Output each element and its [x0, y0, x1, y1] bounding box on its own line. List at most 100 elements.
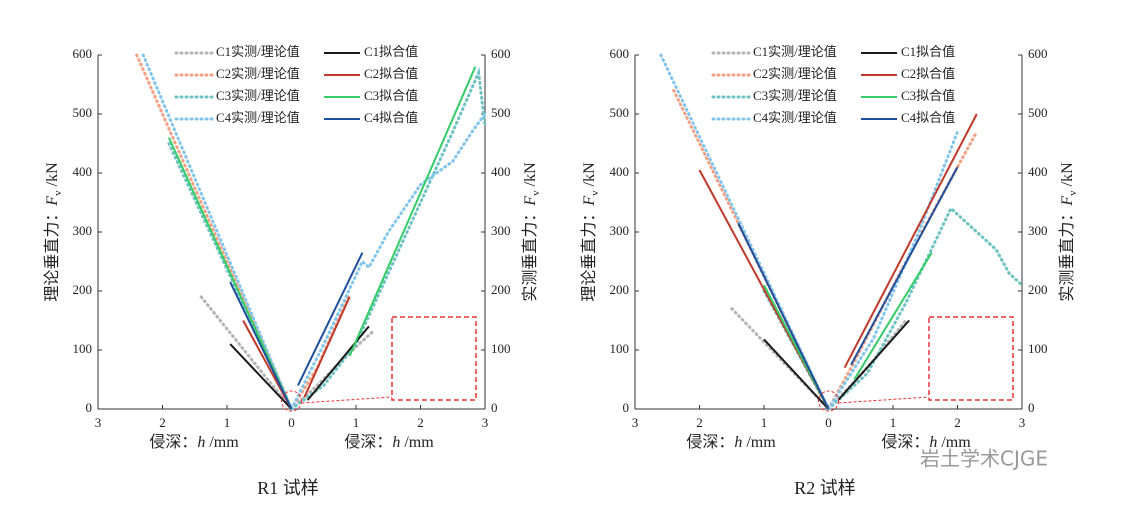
y-tick-label: 500	[73, 105, 93, 120]
legend-label: C1实测/理论值	[216, 44, 300, 59]
y2-tick-label: 600	[1028, 46, 1048, 61]
y-tick-label: 400	[610, 164, 630, 179]
label-text: 理论垂直力：	[580, 206, 598, 302]
y-tick-label: 100	[610, 341, 630, 356]
series-line	[698, 113, 978, 410]
legend-label: C3拟合值	[364, 88, 418, 103]
x-tick-label: 2	[696, 415, 703, 430]
series-line	[659, 53, 959, 411]
y2-tick-label: 0	[491, 400, 498, 415]
y-tick-label: 0	[623, 400, 630, 415]
legend-label: C4实测/理论值	[753, 110, 837, 125]
x-tick-label: 3	[632, 415, 639, 430]
y-tick-label: 300	[73, 223, 93, 238]
x-tick-label: 0	[288, 415, 295, 430]
y-tick-label: 200	[73, 282, 93, 297]
x-tick-label: 2	[954, 415, 961, 430]
x-tick-label: 1	[761, 415, 768, 430]
x-tick-label: 2	[159, 415, 166, 430]
legend-label: C4拟合值	[901, 110, 955, 125]
series-line	[229, 252, 364, 410]
legend-label: C3实测/理论值	[753, 88, 837, 103]
axis-label: 实测垂直力：Fv /kN	[1058, 162, 1079, 302]
y-tick-label: 300	[610, 223, 630, 238]
y-tick-label: 600	[610, 46, 630, 61]
watermark: 岩土学术CJGE	[920, 447, 1048, 471]
label-unit: /kN	[522, 162, 539, 190]
label-sub: v	[589, 190, 601, 196]
series-line	[229, 325, 370, 410]
label-var: h	[734, 434, 742, 451]
series-line	[167, 66, 477, 410]
y2-tick-label: 100	[1028, 341, 1048, 356]
label-text: 侵深：	[686, 433, 734, 451]
y2-tick-label: 200	[1028, 282, 1048, 297]
legend-label: C2拟合值	[364, 66, 418, 81]
label-unit: /kN	[1059, 162, 1076, 190]
x-tick-label: 3	[95, 415, 102, 430]
y2-tick-label: 400	[491, 164, 511, 179]
series-line	[141, 53, 487, 411]
legend-label: C2实测/理论值	[753, 66, 837, 81]
legend-label: C4拟合值	[364, 110, 418, 125]
zoom-connector	[301, 396, 393, 404]
label-var: h	[197, 434, 205, 451]
legend-label: C1实测/理论值	[753, 44, 837, 59]
label-sub: v	[52, 190, 64, 196]
label-var: h	[929, 434, 937, 451]
y-tick-label: 200	[610, 282, 630, 297]
label-var: F	[1059, 196, 1076, 207]
label-var: F	[522, 196, 539, 207]
y2-tick-label: 400	[1028, 164, 1048, 179]
axis-label: 侵深：h /mm	[881, 433, 971, 451]
label-unit: /mm	[937, 434, 971, 451]
x-tick-label: 1	[224, 415, 231, 430]
x-tick-label: 2	[417, 415, 424, 430]
label-text: 侵深：	[149, 433, 197, 451]
zoom-marker	[281, 390, 302, 412]
series-line	[762, 205, 1024, 411]
label-text: 侵深：	[881, 433, 929, 451]
legend-label: C4实测/理论值	[216, 110, 300, 125]
label-var: F	[44, 196, 61, 207]
label-unit: /mm	[742, 434, 776, 451]
label-text: 理论垂直力：	[43, 206, 61, 302]
y-tick-label: 600	[73, 46, 93, 61]
x-tick-label: 0	[825, 415, 832, 430]
y2-tick-label: 0	[1028, 400, 1035, 415]
zoom-box	[928, 316, 1014, 401]
label-unit: /mm	[205, 434, 239, 451]
legend-label: C2实测/理论值	[216, 66, 300, 81]
label-text: 实测垂直力：	[1058, 206, 1076, 302]
axis-label: 实测垂直力：Fv /kN	[521, 162, 542, 302]
legend-label: C1拟合值	[364, 44, 418, 59]
y2-tick-label: 600	[491, 46, 511, 61]
axis-label: 理论垂直力：Fv /kN	[580, 162, 601, 302]
legend-label: C3实测/理论值	[216, 88, 300, 103]
y2-tick-label: 100	[491, 341, 511, 356]
label-sub: v	[1067, 190, 1079, 196]
y-tick-label: 500	[610, 105, 630, 120]
x-tick-label: 1	[353, 415, 360, 430]
legend-label: C3拟合值	[901, 88, 955, 103]
y2-tick-label: 500	[1028, 105, 1048, 120]
label-unit: /mm	[400, 434, 434, 451]
caption: R1 试样	[257, 478, 319, 498]
legend-label: C2拟合值	[901, 66, 955, 81]
x-tick-label: 1	[890, 415, 897, 430]
label-unit: /kN	[44, 162, 61, 190]
y2-tick-label: 200	[491, 282, 511, 297]
label-var: h	[392, 434, 400, 451]
y2-tick-label: 300	[1028, 223, 1048, 238]
y-tick-label: 400	[73, 164, 93, 179]
x-tick-label: 3	[482, 415, 489, 430]
y-tick-label: 0	[86, 400, 93, 415]
series-line	[737, 166, 959, 410]
label-unit: /kN	[581, 162, 598, 190]
legend-label: C1拟合值	[901, 44, 955, 59]
series-line	[763, 319, 910, 410]
zoom-connector	[838, 396, 930, 404]
y2-tick-label: 300	[491, 223, 511, 238]
axis-label: 侵深：h /mm	[149, 433, 239, 451]
